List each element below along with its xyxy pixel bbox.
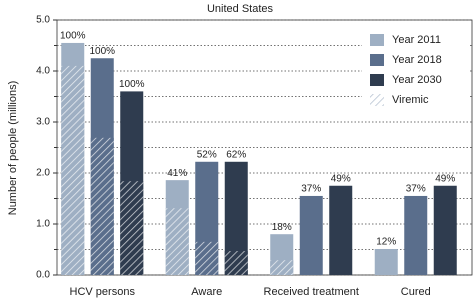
percent-label: 49% <box>435 173 455 184</box>
y-tick-label: 1.0 <box>36 219 50 230</box>
viremic-bar <box>120 181 144 275</box>
y-tick-label: 5.0 <box>36 15 50 26</box>
bar <box>433 185 457 275</box>
bar <box>329 185 353 275</box>
bar <box>299 195 323 275</box>
x-tick-label: Cured <box>401 286 431 298</box>
x-tick-label: Aware <box>191 286 222 298</box>
percent-label: 52% <box>197 149 217 160</box>
bar <box>404 195 428 275</box>
y-axis-label: Number of people (millions) <box>7 81 19 216</box>
viremic-bar <box>165 208 189 275</box>
percent-label: 49% <box>331 173 351 184</box>
x-tick-label: Received treatment <box>264 286 359 298</box>
viremic-bar <box>195 241 219 275</box>
y-tick-label: 0.0 <box>36 270 50 281</box>
y-tick-label: 2.0 <box>36 168 50 179</box>
viremic-bar <box>90 137 114 275</box>
legend-swatch <box>370 34 384 46</box>
percent-label: 100% <box>60 31 86 42</box>
percent-label: 100% <box>89 46 115 57</box>
legend-label: Viremic <box>392 94 429 106</box>
percent-label: 37% <box>406 184 426 195</box>
y-tick-label: 3.0 <box>36 117 50 128</box>
legend-label: Year 2030 <box>392 74 442 86</box>
y-tick-label: 4.0 <box>36 66 50 77</box>
viremic-bar <box>224 251 248 275</box>
legend-swatch <box>370 74 384 86</box>
viremic-bar <box>270 260 294 275</box>
legend-label: Year 2018 <box>392 54 442 66</box>
percent-label: 12% <box>376 237 396 248</box>
chart-title: United States <box>207 3 274 15</box>
bar <box>374 248 398 275</box>
percent-label: 41% <box>167 168 187 179</box>
percent-label: 100% <box>119 79 145 90</box>
viremic-bar <box>61 65 85 276</box>
legend-swatch <box>370 94 384 106</box>
percent-label: 18% <box>272 222 292 233</box>
percent-label: 37% <box>301 184 321 195</box>
legend-label: Year 2011 <box>392 34 441 46</box>
x-tick-label: HCV persons <box>70 286 136 298</box>
bar <box>224 161 248 275</box>
legend-swatch <box>370 54 384 66</box>
percent-label: 62% <box>226 149 246 160</box>
